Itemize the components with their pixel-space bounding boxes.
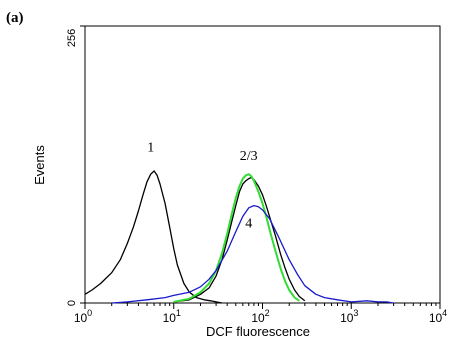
series-annotation: 1 (147, 141, 154, 156)
series-annotation: 4 (245, 216, 252, 231)
series-line-4 (111, 204, 394, 304)
series-line-3 (173, 173, 300, 303)
panel-label: (a) (6, 10, 24, 26)
y-tick-label: 256 (66, 29, 78, 47)
annotation-layer: 1 2/3 4 (147, 141, 257, 232)
x-ticks: 100 101 102 103 104 (74, 303, 447, 325)
series-line-2 (173, 176, 306, 303)
x-tick-label: 104 (429, 308, 447, 325)
x-tick-label: 101 (163, 308, 181, 325)
x-axis-label: DCF fluorescence (206, 324, 310, 339)
series-line-1 (84, 170, 223, 304)
x-tick-label: 103 (340, 308, 358, 325)
y-ticks: 0 256 (66, 25, 85, 306)
x-tick-label: 102 (251, 308, 269, 325)
y-axis-label: Events (32, 145, 47, 185)
plot-frame (84, 25, 441, 304)
series-layer (84, 170, 394, 304)
y-tick-label: 0 (66, 300, 78, 306)
series-annotation: 2/3 (240, 149, 258, 164)
x-tick-label: 100 (74, 308, 92, 325)
plot-area: 1 2/3 4 100 101 102 103 104 0 256 (66, 25, 447, 325)
